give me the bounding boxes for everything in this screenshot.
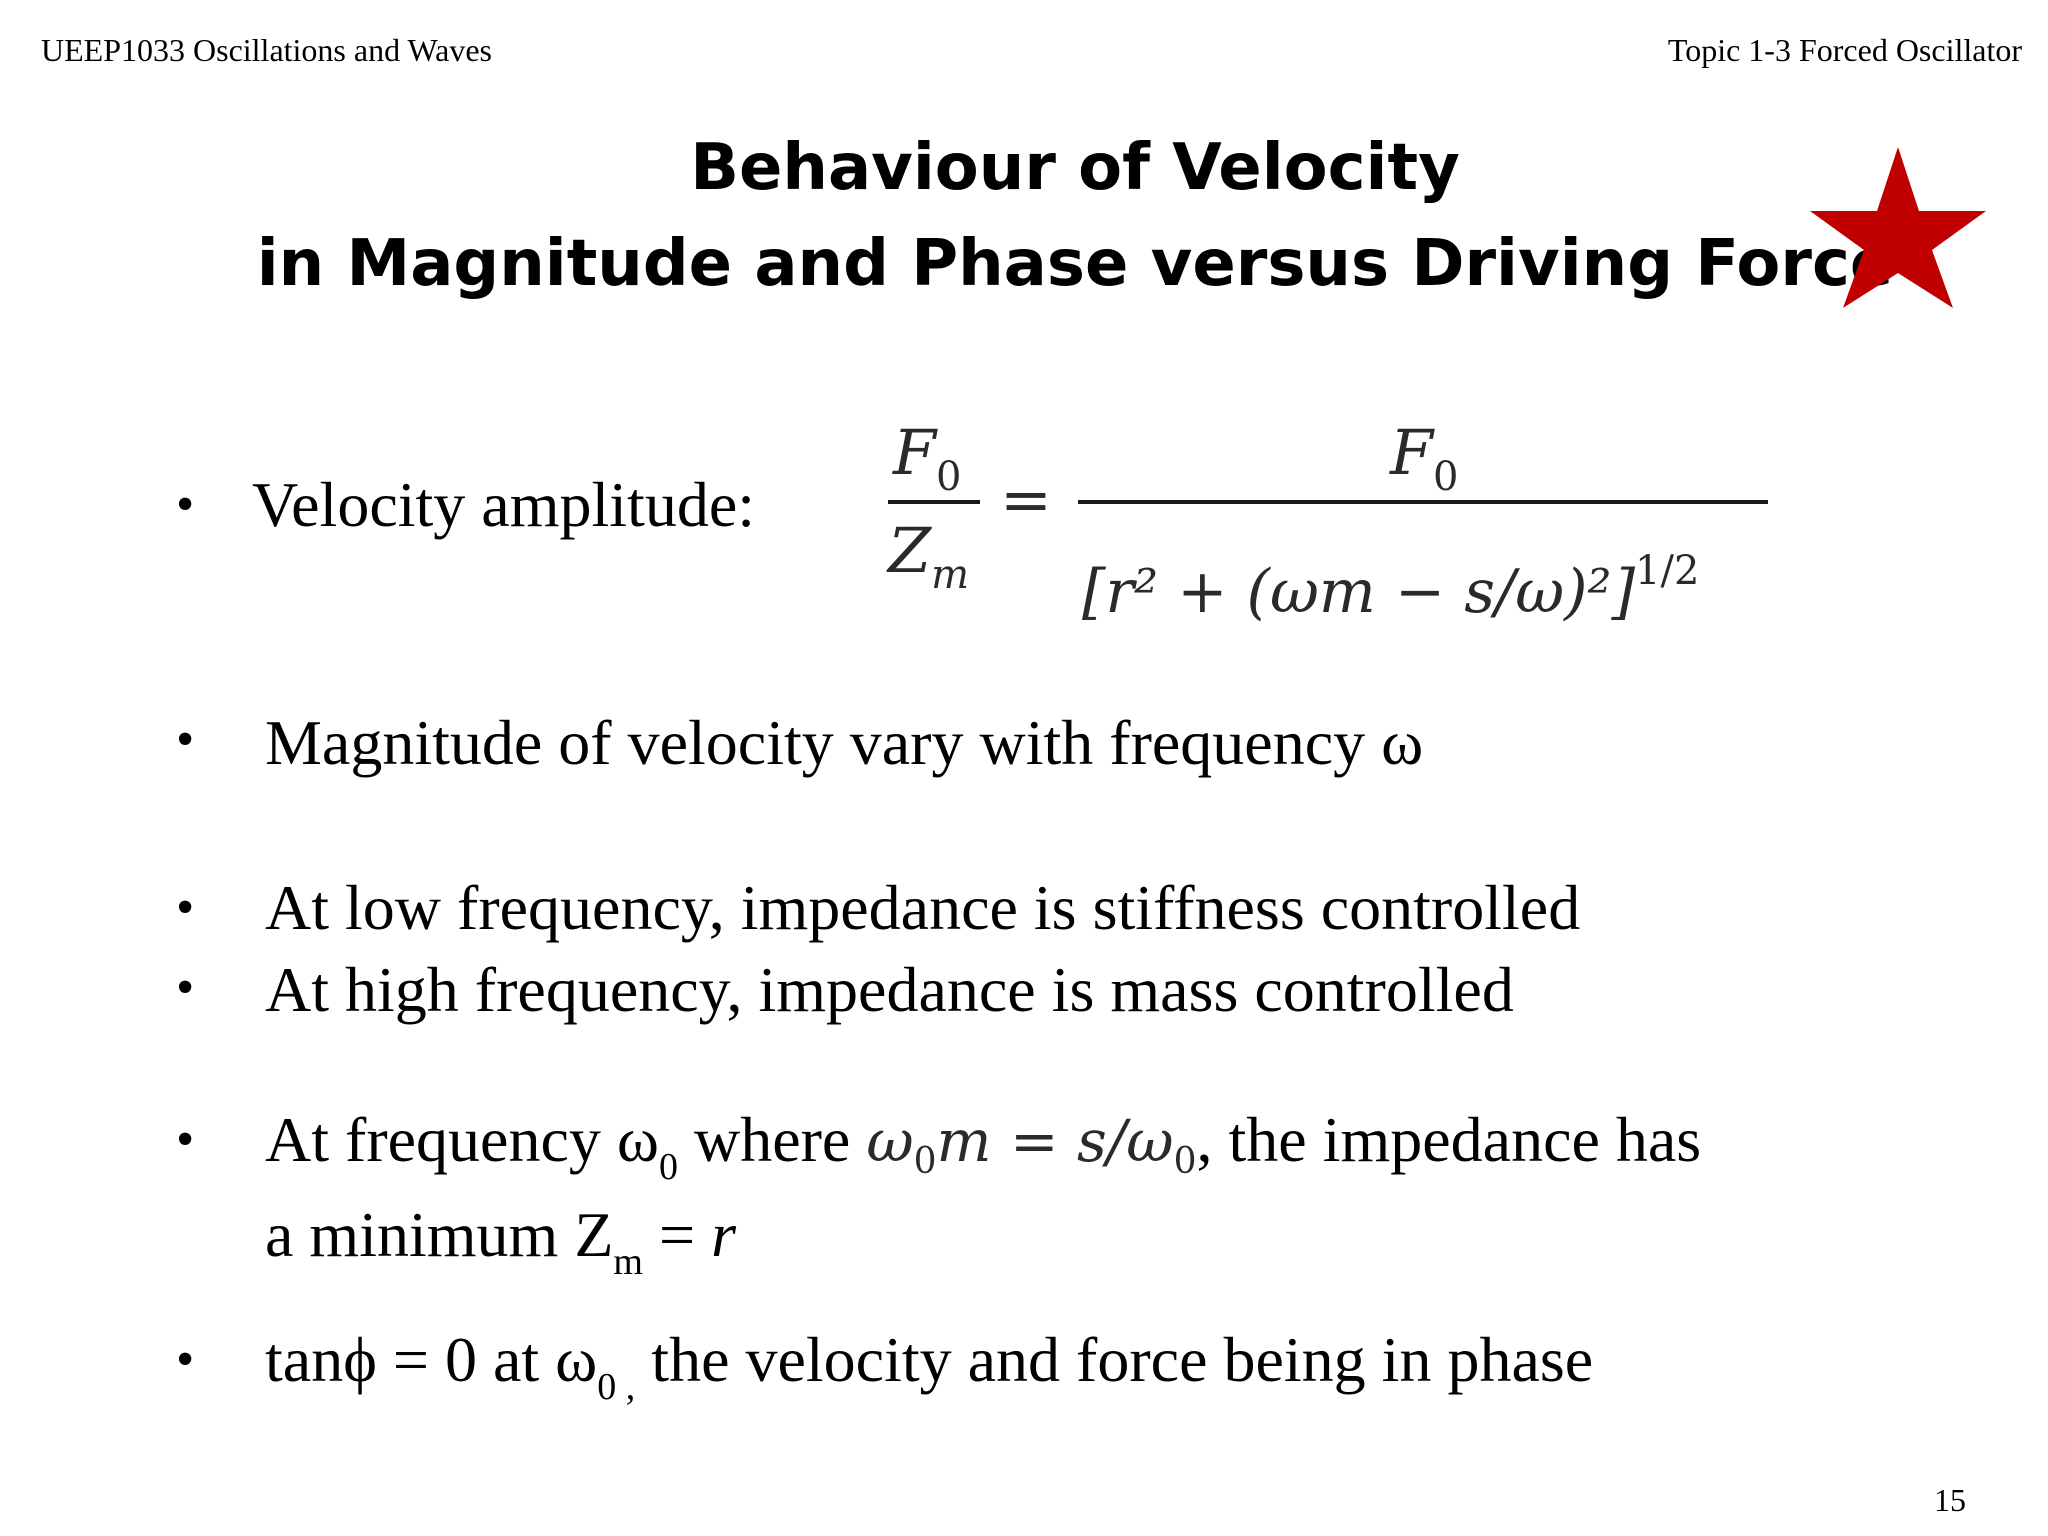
fraction-bar-right <box>1078 500 1768 504</box>
equation-left-numerator: F0 <box>893 416 962 501</box>
equation-right-denominator: [r² + (ωm − s/ω)²]1/2 <box>1082 548 1700 627</box>
bullet-phase: tanϕ = 0 at ω0 , the velocity and force … <box>265 1324 1594 1408</box>
velocity-amplitude-label: Velocity amplitude: <box>252 469 755 540</box>
bullet-dot: • <box>176 959 195 1016</box>
course-header: UEEP1033 Oscillations and Waves <box>41 32 492 68</box>
fraction-bar-left <box>888 500 980 504</box>
topic-header: Topic 1-3 Forced Oscillator <box>1667 32 2022 68</box>
inline-resonance-equation: ω0m = s/ω0 <box>866 1107 1197 1182</box>
bullet-dot: • <box>176 1111 195 1168</box>
equation-equals: = <box>1000 463 1052 536</box>
slide-title: Behaviour of Velocity in Magnitude and P… <box>150 120 2000 312</box>
bullet-resonance-line2: a minimum Zm = r <box>265 1199 736 1283</box>
bullet-resonance-line1: At frequency ω0 where ω0m = s/ω0, the im… <box>265 1104 1702 1188</box>
bullet-dot: • <box>176 1331 195 1388</box>
bullet-dot: • <box>176 711 195 768</box>
title-line-2: in Magnitude and Phase versus Driving Fo… <box>256 227 1894 301</box>
bullet-dot: • <box>176 879 195 936</box>
star-icon <box>1810 147 1986 308</box>
equation-right-numerator: F0 <box>1390 416 1459 501</box>
bullet-dot: • <box>176 476 195 533</box>
bullet-magnitude: Magnitude of velocity vary with frequenc… <box>265 707 1424 778</box>
equation-left-denominator: Zm <box>888 514 970 599</box>
bullet-low-frequency: At low frequency, impedance is stiffness… <box>265 872 1581 943</box>
bullet-high-frequency: At high frequency, impedance is mass con… <box>265 954 1514 1025</box>
title-line-1: Behaviour of Velocity <box>690 131 1460 205</box>
page-number: 15 <box>1934 1482 1966 1518</box>
